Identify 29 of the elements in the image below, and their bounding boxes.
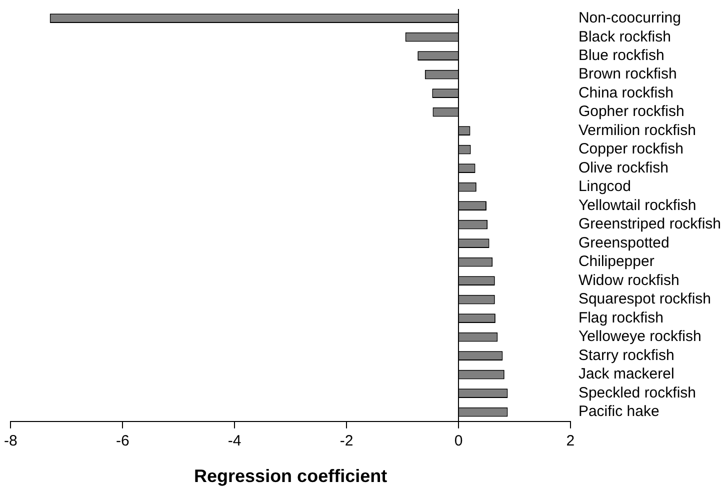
- x-tick-label: 2: [566, 432, 575, 450]
- y-tick-label: Gopher rockfish: [578, 103, 684, 120]
- y-tick-label: Yellowtail rockfish: [578, 196, 696, 214]
- y-tick-label: Widow rockfish: [578, 272, 680, 289]
- y-tick-label: Brown rockfish: [578, 66, 677, 83]
- x-tick-label: -2: [340, 432, 354, 450]
- y-tick-label: Chilipepper: [578, 253, 654, 270]
- y-tick-label: Starry rockfish: [578, 346, 674, 364]
- y-tick-label: Jack mackerel: [578, 366, 674, 383]
- x-tick-label: 0: [454, 432, 463, 450]
- y-tick-label: Lingcod: [578, 178, 631, 196]
- x-tick-label: -4: [228, 432, 242, 450]
- y-tick-label: Pacific hake: [578, 403, 660, 420]
- y-tick-label: Greenspotted: [578, 234, 670, 252]
- y-tick-label: Vermilion rockfish: [578, 122, 696, 139]
- y-tick-label: Blue rockfish: [578, 47, 664, 64]
- y-tick-label: China rockfish: [578, 84, 674, 102]
- x-tick-label: -6: [116, 432, 130, 450]
- y-tick-label: Squarespot rockfish: [578, 290, 712, 308]
- x-tick-label: -8: [4, 432, 18, 450]
- y-tick-label: Olive rockfish: [578, 159, 668, 176]
- y-tick-label: Non-coocurring: [578, 10, 681, 27]
- y-tick-label: Greenstriped rockfish: [578, 216, 722, 233]
- y-tick-label: Yelloweye rockfish: [578, 328, 702, 346]
- y-tick-label: Speckled rockfish: [578, 384, 696, 402]
- y-tick-label: Flag rockfish: [578, 309, 664, 326]
- x-axis-title: Regression coefficient: [194, 466, 388, 486]
- y-tick-label: Copper rockfish: [578, 140, 684, 158]
- y-tick-label: Black rockfish: [578, 28, 671, 46]
